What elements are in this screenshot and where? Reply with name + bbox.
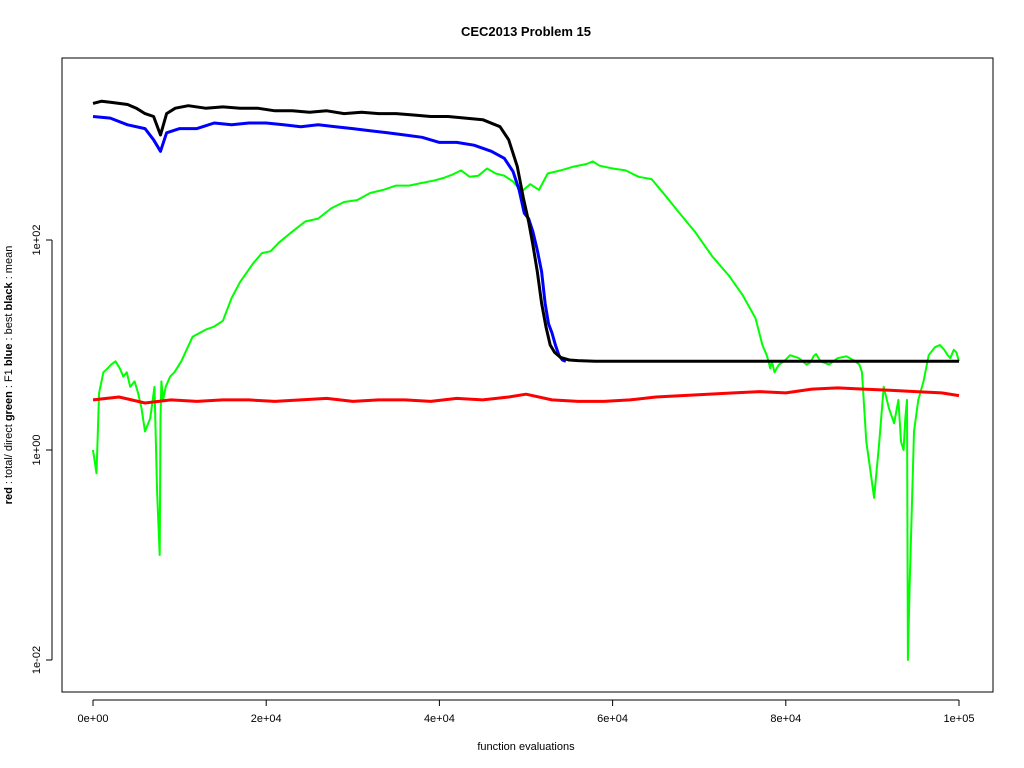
x-axis-label: function evaluations xyxy=(477,741,575,753)
y-tick-label: 1e+00 xyxy=(31,435,43,466)
x-tick-label: 0e+00 xyxy=(78,713,109,725)
y-axis: 1e-02 1e+00 1e+02 xyxy=(31,225,53,674)
series-line-3 xyxy=(92,386,960,405)
y-tick-label: 1e-02 xyxy=(31,646,43,674)
x-tick-label: 2e+04 xyxy=(251,713,282,725)
x-axis: 0e+00 2e+04 4e+04 6e+04 8e+04 1e+05 xyxy=(78,699,975,725)
plot-frame xyxy=(61,57,994,693)
y-label-part: : best xyxy=(3,310,15,343)
y-label-part: red xyxy=(3,487,15,504)
x-tick-label: 1e+05 xyxy=(944,713,975,725)
series-line-2 xyxy=(92,99,959,363)
y-label-part: blue xyxy=(3,344,15,367)
y-label-part: : F1 xyxy=(3,366,15,391)
y-label-part: : mean xyxy=(3,246,15,283)
series-layer xyxy=(92,99,960,661)
y-label-part: black xyxy=(3,281,15,310)
x-tick-label: 6e+04 xyxy=(597,713,628,725)
y-axis-label: red : total/ direct green : F1 blue : be… xyxy=(3,246,15,505)
y-label-part: : total/ direct xyxy=(3,421,15,487)
chart-title: CEC2013 Problem 15 xyxy=(461,24,591,39)
y-label-part: green xyxy=(3,391,15,421)
x-tick-label: 4e+04 xyxy=(424,713,455,725)
x-tick-label: 8e+04 xyxy=(770,713,801,725)
y-tick-label: 1e+02 xyxy=(31,225,43,256)
series-line-0 xyxy=(92,160,960,661)
series-line-1 xyxy=(92,115,567,363)
